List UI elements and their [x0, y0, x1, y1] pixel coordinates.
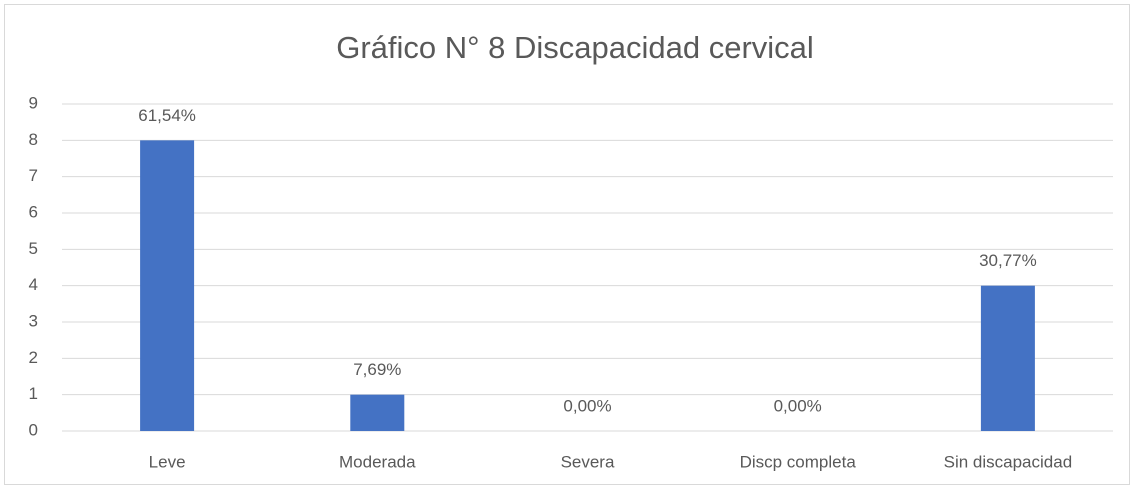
y-tick-label: 8 [29, 130, 38, 149]
x-tick-label: Severa [561, 452, 615, 471]
x-tick-label: Discp completa [740, 452, 857, 471]
y-tick-label: 6 [29, 202, 38, 221]
y-tick-label: 3 [29, 311, 38, 330]
annotation: 7,69% [353, 360, 401, 379]
x-tick-label: Sin discapacidad [944, 452, 1073, 471]
bar [140, 140, 195, 432]
y-tick-label: 4 [29, 275, 38, 294]
annotation: 30,77% [979, 251, 1037, 270]
x-tick-label: Moderada [339, 452, 416, 471]
chart-title: Gráfico N° 8 Discapacidad cervical [336, 30, 814, 65]
y-tick-label: 2 [29, 348, 38, 367]
x-tick-label: Leve [149, 452, 186, 471]
annotation: 61,54% [138, 106, 196, 125]
annotation: 0,00% [563, 396, 611, 415]
bar [350, 394, 405, 431]
y-tick-label: 0 [29, 420, 38, 439]
y-tick-label: 9 [29, 93, 38, 112]
y-tick-label: 5 [29, 239, 38, 258]
annotation: 0,00% [774, 396, 822, 415]
bar [980, 285, 1035, 431]
y-tick-label: 1 [29, 384, 38, 403]
y-tick-label: 7 [29, 166, 38, 185]
